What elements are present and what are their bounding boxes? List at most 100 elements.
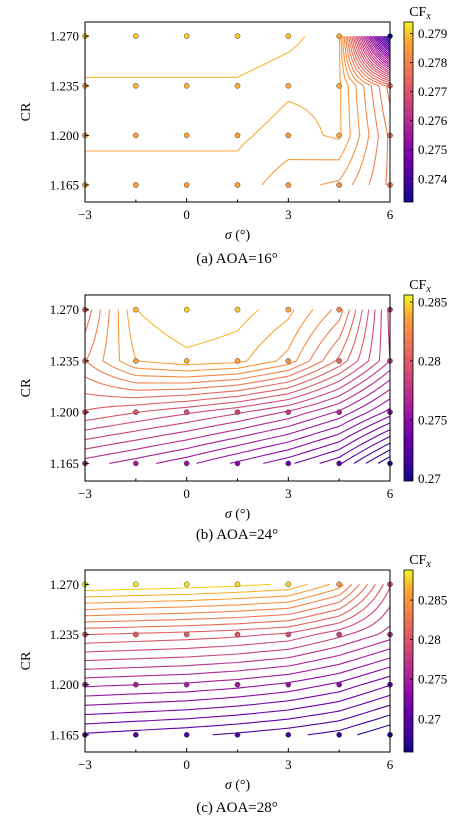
data-point <box>132 731 139 738</box>
contour-line <box>84 309 370 422</box>
contour-line <box>351 36 391 84</box>
colorbar-tick-label: 0.278 <box>418 55 447 70</box>
contour-line <box>349 36 391 86</box>
contour-line <box>84 309 376 431</box>
contour-line <box>84 583 330 604</box>
contour-line <box>85 35 306 78</box>
contour-line <box>84 309 357 399</box>
x-axis-unit: (°) <box>232 228 251 243</box>
data-point <box>183 631 190 638</box>
colorbar-title-sub: x <box>425 559 431 570</box>
contour-line <box>84 309 363 411</box>
data-point <box>336 409 343 416</box>
colorbar-tick-label: 0.276 <box>418 113 448 128</box>
contour-line <box>156 388 391 464</box>
data-point <box>234 409 241 416</box>
colorbar-title: CFx <box>409 553 431 570</box>
contour-line <box>358 36 391 74</box>
contour-line <box>383 35 391 44</box>
y-tick-label: 1.270 <box>50 302 79 317</box>
data-point <box>336 681 343 688</box>
x-tick-label: 0 <box>183 486 190 501</box>
x-axis-label: σ (°) <box>225 778 251 793</box>
data-point <box>234 581 241 588</box>
data-point <box>336 306 343 313</box>
y-tick-label: 1.165 <box>50 456 79 471</box>
contour-line <box>263 415 391 464</box>
panel-caption: (c) AOA=28° <box>196 800 278 816</box>
x-axis-symbol: σ <box>225 778 233 793</box>
contour-line <box>102 309 333 378</box>
contour-line <box>377 35 391 52</box>
contour-line <box>84 583 272 592</box>
data-point <box>132 631 139 638</box>
y-tick-label: 1.235 <box>50 78 79 93</box>
contour-lines <box>84 583 391 736</box>
panel-caption: (a) AOA=16° <box>196 251 278 267</box>
contour-line <box>84 309 351 391</box>
data-point <box>336 33 343 40</box>
data-point <box>234 681 241 688</box>
data-point <box>132 33 139 40</box>
data-point <box>234 82 241 89</box>
y-tick-label: 1.270 <box>50 577 79 592</box>
data-point <box>132 358 139 364</box>
contour-line <box>84 684 391 725</box>
y-tick-label: 1.200 <box>50 128 79 143</box>
data-point <box>183 581 190 588</box>
chart-panel-3: −3 0 3 6 1.165 1.200 1.235 1.270 σ (°) CR (c) AOA=… <box>19 553 447 816</box>
contour-line <box>84 666 391 706</box>
contour-line <box>196 398 391 464</box>
data-point <box>336 631 343 638</box>
x-tick-label: 3 <box>285 486 292 501</box>
data-point <box>336 581 343 588</box>
contour-line <box>372 35 391 58</box>
contour-line <box>84 587 391 653</box>
x-axis-label: σ (°) <box>225 507 251 522</box>
contour-line <box>84 675 391 716</box>
data-point <box>132 581 139 588</box>
data-point <box>336 460 343 467</box>
contour-line <box>84 625 391 670</box>
plot-area <box>85 22 390 202</box>
contour-line <box>357 36 391 76</box>
contour-line <box>343 36 370 186</box>
data-point <box>336 182 343 188</box>
data-point <box>132 409 139 416</box>
data-point <box>285 409 292 416</box>
contour-lines <box>85 35 391 186</box>
data-point <box>183 681 190 688</box>
data-point <box>183 731 190 738</box>
contour-line <box>365 35 391 67</box>
y-tick-label: 1.200 <box>50 405 79 420</box>
data-point <box>336 731 343 738</box>
contour-line <box>366 35 391 65</box>
x-tick-label: 3 <box>285 757 292 772</box>
data-point <box>285 33 292 40</box>
x-axis-symbol: σ <box>225 228 233 243</box>
contour-line <box>384 35 391 43</box>
data-point <box>234 631 241 638</box>
data-point <box>183 33 190 40</box>
y-tick-label: 1.235 <box>50 353 79 368</box>
data-point <box>285 132 292 139</box>
contour-line <box>117 309 314 372</box>
contour-line <box>371 35 391 60</box>
contour-line <box>354 36 391 80</box>
data-point <box>183 358 190 364</box>
contour-line <box>85 309 344 384</box>
colorbar: CFx 0.27 0.275 0.28 0.285 <box>403 278 447 486</box>
colorbar-title: CFx <box>409 5 431 22</box>
contour-line <box>352 36 391 82</box>
contour-line <box>377 456 391 464</box>
contour-line <box>229 407 391 464</box>
colorbar-title-sub: x <box>425 284 431 295</box>
y-tick-label: 1.165 <box>50 727 79 742</box>
colorbar-gradient <box>403 294 414 482</box>
y-axis-label: CR <box>19 102 34 121</box>
contour-line <box>85 36 342 152</box>
colorbar-tick-label: 0.27 <box>418 711 441 726</box>
y-axis-label: CR <box>19 651 34 670</box>
contour-line <box>84 694 391 734</box>
